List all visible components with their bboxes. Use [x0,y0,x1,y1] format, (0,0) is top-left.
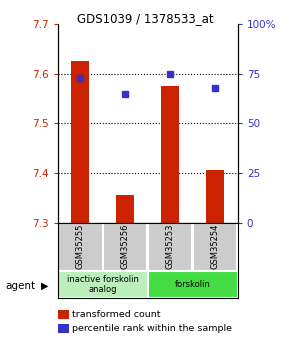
Text: transformed count: transformed count [72,310,161,319]
Bar [148,271,238,298]
Bar [104,223,147,271]
Bar [148,223,192,271]
Text: agent: agent [6,281,36,290]
Text: GSM35256: GSM35256 [121,224,130,269]
Text: ▶: ▶ [41,281,49,290]
Bar [161,86,179,223]
Text: GSM35253: GSM35253 [166,224,175,269]
Bar [117,195,135,223]
Bar [206,170,224,223]
Text: GSM35255: GSM35255 [76,224,85,269]
Bar [193,223,237,271]
Text: GSM35254: GSM35254 [211,224,220,269]
Text: forskolin: forskolin [175,280,211,289]
Bar [71,61,89,223]
Text: GDS1039 / 1378533_at: GDS1039 / 1378533_at [77,12,213,25]
Bar [59,223,102,271]
Text: percentile rank within the sample: percentile rank within the sample [72,324,233,333]
Bar [58,271,148,298]
Text: inactive forskolin
analog: inactive forskolin analog [67,275,139,294]
